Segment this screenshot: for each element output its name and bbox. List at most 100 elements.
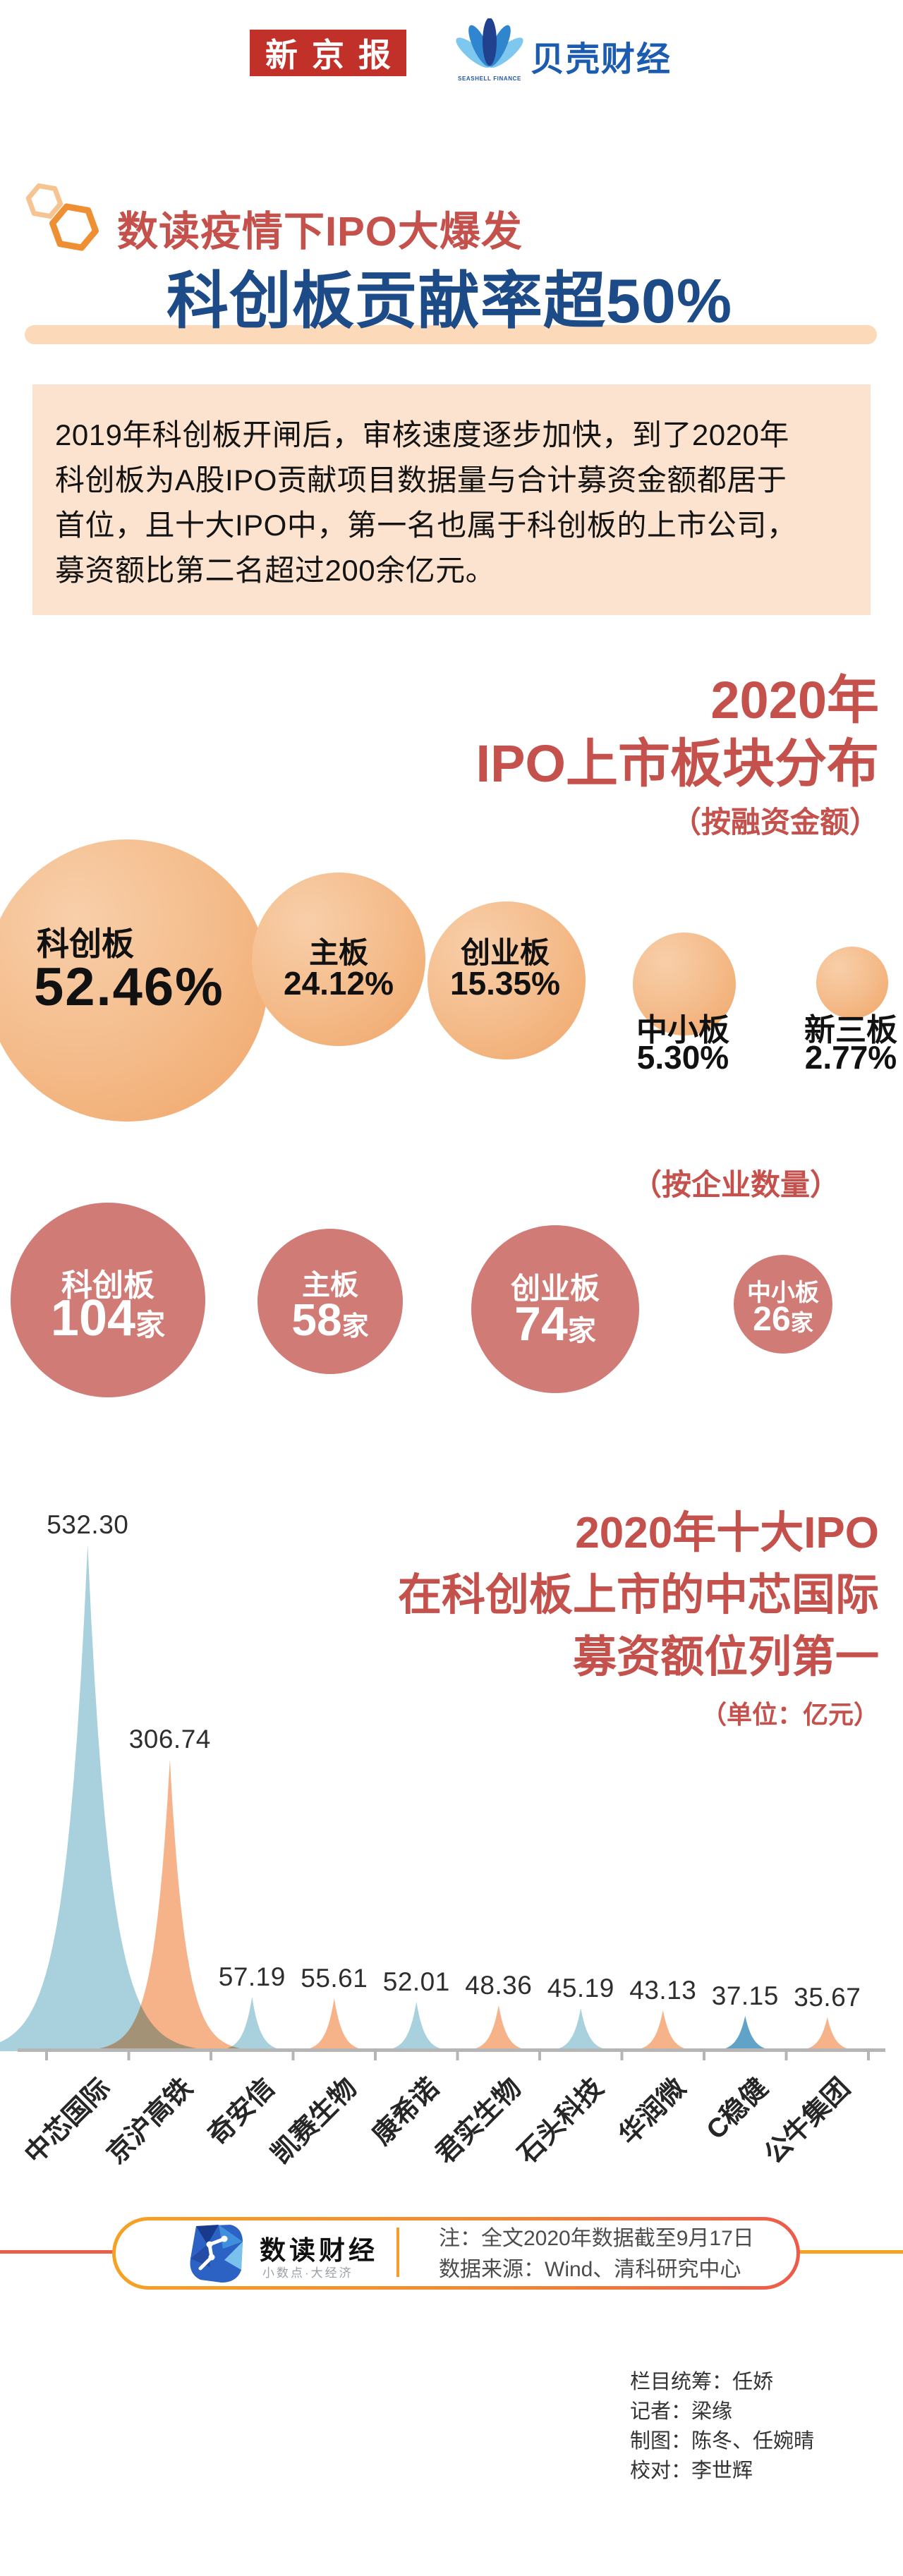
bubble-kechuangban-funding [0,839,268,1122]
intro-line: 科创板为A股IPO贡献项目数据量与合计募资金额都居于 [55,463,787,497]
seashell-logo-icon: SEASHELL FINANCE [456,18,523,82]
value-label-华润微: 43.13 [629,1976,696,2005]
x-axis-tick [291,2050,295,2060]
beike-caijing-logo-text: 贝壳财经 [531,41,672,78]
bubble-value: 58 家 [231,1294,429,1346]
section-count-subtitle: （按企业数量） [631,1168,840,1201]
credit-line: 记者：梁缘 [630,2400,733,2423]
series-kicker-title: 数读疫情下IPO大爆发 [117,209,523,255]
bubble-label: 创业板 [510,1272,600,1305]
value-label-石头科技: 45.19 [547,1974,614,2003]
value-label-公牛集团: 35.67 [794,1983,861,2012]
bubble-label: 中小板 [636,1013,729,1047]
bubble-zhongxiaoban-funding [633,932,736,1035]
bubble-count-unit: 家 [341,1312,369,1342]
shudu-caijing-logo-icon [190,2225,243,2283]
x-axis-tick [867,2050,870,2060]
bubble-label: 主板 [302,1270,358,1301]
bubble-count-number: 58 [291,1294,342,1345]
main-headline: 科创板贡献率超50% [166,266,733,336]
spike-chart-title-line3: 募资额位列第一 [572,1633,879,1682]
spike-chart-title-line1: 2020年十大IPO [575,1509,879,1557]
section-funding-title-line1: 2020年 [710,671,879,729]
x-axis-tick [620,2050,624,2060]
bubble-chuangyeban-count [471,1225,639,1393]
x-axis-tick [127,2050,131,2060]
credit-line: 校对：李世辉 [630,2460,753,2482]
x-axis-tick [456,2050,459,2060]
headline-highlight-bar [25,325,877,344]
value-label-中芯国际: 532.30 [47,1510,128,1539]
bubble-value: 5.30% [636,1039,729,1076]
category-label-君实生物: 君实生物 [430,2073,527,2170]
intro-line: 2019年科创板开闸后，审核速度逐步加快，到了2020年 [55,418,789,451]
spike-area-C稳健 [696,2015,794,2051]
section-funding-subtitle: （按融资金额） [671,806,879,839]
value-label-C稳健: 37.15 [712,1981,779,2010]
bubble-xinsanban-funding [816,947,888,1019]
bubble-value: 24.12% [283,965,394,1002]
credits-block: 栏目统筹：任娇 记者：梁缘 制图：陈冬、任婉晴 校对：李世辉 [630,2367,814,2486]
bubble-value: 26 家 [684,1300,882,1339]
seashell-logo-subtext: SEASHELL FINANCE [458,75,521,82]
bubble-label: 科创板 [37,925,134,962]
intro-line: 首位，且十大IPO中，第一名也属于科创板的上市公司， [55,509,797,542]
spike-chart-title: 2020年十大IPO 在科创板上市的中芯国际 募资额位列第一 （单位：亿元） [398,1502,879,1732]
bubble-count-unit: 家 [135,1308,166,1342]
xinjingbao-logo-text: 新京报 [265,37,405,73]
x-axis-tick [210,2050,212,2060]
value-label-凯赛生物: 55.61 [301,1964,368,1993]
bubble-zhuban-count [257,1229,403,1374]
bubble-chuangyeban-funding [428,901,586,1059]
footer-rule-right [799,2250,903,2254]
category-label-中芯国际: 中芯国际 [19,2073,116,2170]
hexagon-decoration-icon [25,183,99,251]
bubble-count-number: 104 [50,1290,136,1347]
x-axis-tick [45,2050,48,2060]
credit-line: 栏目统筹：任娇 [630,2371,774,2393]
spike-area-石头科技 [530,2008,631,2051]
bubble-count-unit: 家 [790,1310,813,1335]
bubble-value: 104 家 [9,1289,207,1347]
bubble-zhongxiaoban-count [734,1255,832,1354]
x-axis-line [18,2048,885,2052]
spike-chart-title-line2: 在科创板上市的中芯国际 [397,1571,879,1620]
intro-line: 募资额比第二名超过200余亿元。 [55,554,496,587]
category-label-康希诺: 康希诺 [367,2072,445,2151]
category-label-奇安信: 奇安信 [202,2073,280,2151]
bubble-count-unit: 家 [567,1316,596,1347]
footer-note-line: 数据来源：Wind、清科研究中心 [439,2258,741,2281]
category-label-C稳健: C稳健 [701,2073,774,2146]
intro-paragraph: 2019年科创板开闸后，审核速度逐步加快，到了2020年 科创板为A股IPO贡献… [32,384,871,615]
bubble-value: 52.46% [34,957,224,1017]
category-label-石头科技: 石头科技 [512,2073,609,2170]
top10-ipo-spike-chart: 532.30 306.74 57.19 55.61 52.01 48.36 45.19 43.… [0,1510,885,2170]
value-label-京沪高铁: 306.74 [129,1725,211,1754]
bubble-kechuangban-count [11,1203,205,1397]
bubble-label: 主板 [308,936,368,969]
spike-area-中芯国际 [0,1545,226,2051]
footer-notes: 注：全文2020年数据截至9月17日 数据来源：Wind、清科研究中心 [439,2223,754,2285]
bubble-label: 科创板 [61,1268,154,1303]
spike-area-京沪高铁 [72,1759,268,2051]
x-axis-tick [538,2050,541,2060]
spike-area-康希诺 [364,2001,468,2051]
bubble-zhuban-funding [252,873,425,1046]
bubble-label: 中小板 [747,1280,819,1306]
bubble-value: 2.77% [804,1039,897,1076]
footer-rule-left [0,2250,113,2254]
section-funding-title: 2020年 IPO上市板块分布 （按融资金额） [476,669,879,844]
shudu-caijing-logo-slogan: 小数点·大经济 [262,2266,353,2280]
category-label-公牛集团: 公牛集团 [759,2073,856,2170]
spike-area-君实生物 [447,2005,550,2051]
category-label-华润微: 华润微 [614,2073,691,2151]
x-axis-tick [703,2050,705,2060]
bubble-label: 新三板 [804,1013,897,1047]
spike-area-公牛集团 [778,2017,876,2051]
spike-chart-unit-label: （单位：亿元） [701,1700,879,1729]
spike-area-华润微 [612,2010,713,2051]
credit-line: 制图：陈冬、任婉晴 [630,2430,815,2453]
footer-divider [396,2228,399,2277]
value-label-奇安信: 57.19 [219,1962,286,1991]
